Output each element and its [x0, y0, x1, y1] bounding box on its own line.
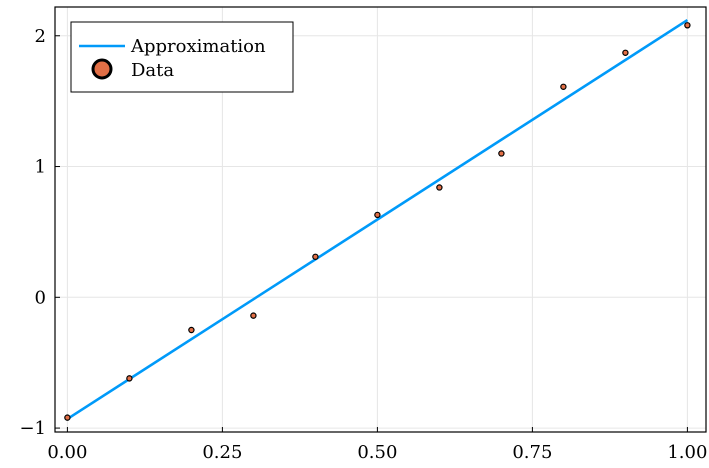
data-point: [312, 253, 319, 260]
y-tick-label: 2: [35, 26, 46, 47]
legend-marker-swatch: [91, 58, 113, 80]
data-point: [684, 22, 691, 29]
data-point: [498, 150, 505, 157]
legend: Approximation Data: [70, 21, 294, 93]
data-point: [622, 49, 629, 56]
y-tick-label: 0: [35, 287, 46, 308]
legend-label-data: Data: [131, 60, 174, 81]
x-tick-label: 0.00: [47, 442, 87, 463]
x-tick-label: 1.00: [667, 442, 707, 463]
data-point: [64, 414, 71, 421]
legend-box: [70, 21, 294, 93]
approximation-line: [66, 18, 689, 421]
data-point: [374, 211, 381, 219]
y-tick-label: 1: [35, 157, 46, 178]
x-tick-label: 0.50: [357, 442, 397, 463]
legend-label-approximation: Approximation: [130, 36, 266, 57]
x-tick-label: 0.25: [202, 442, 242, 463]
data-point: [250, 312, 257, 319]
data-point: [560, 83, 567, 90]
x-tick-label: 0.75: [512, 442, 552, 463]
plot-series: [64, 18, 691, 421]
data-point: [188, 326, 195, 334]
data-point: [126, 375, 133, 382]
y-tick-label: −1: [19, 418, 46, 439]
axes: 0.00 0.25 0.50 0.75 1.00 −1 0 1 2: [19, 26, 707, 463]
data-point: [436, 184, 443, 191]
plot-frame: [54, 6, 707, 433]
